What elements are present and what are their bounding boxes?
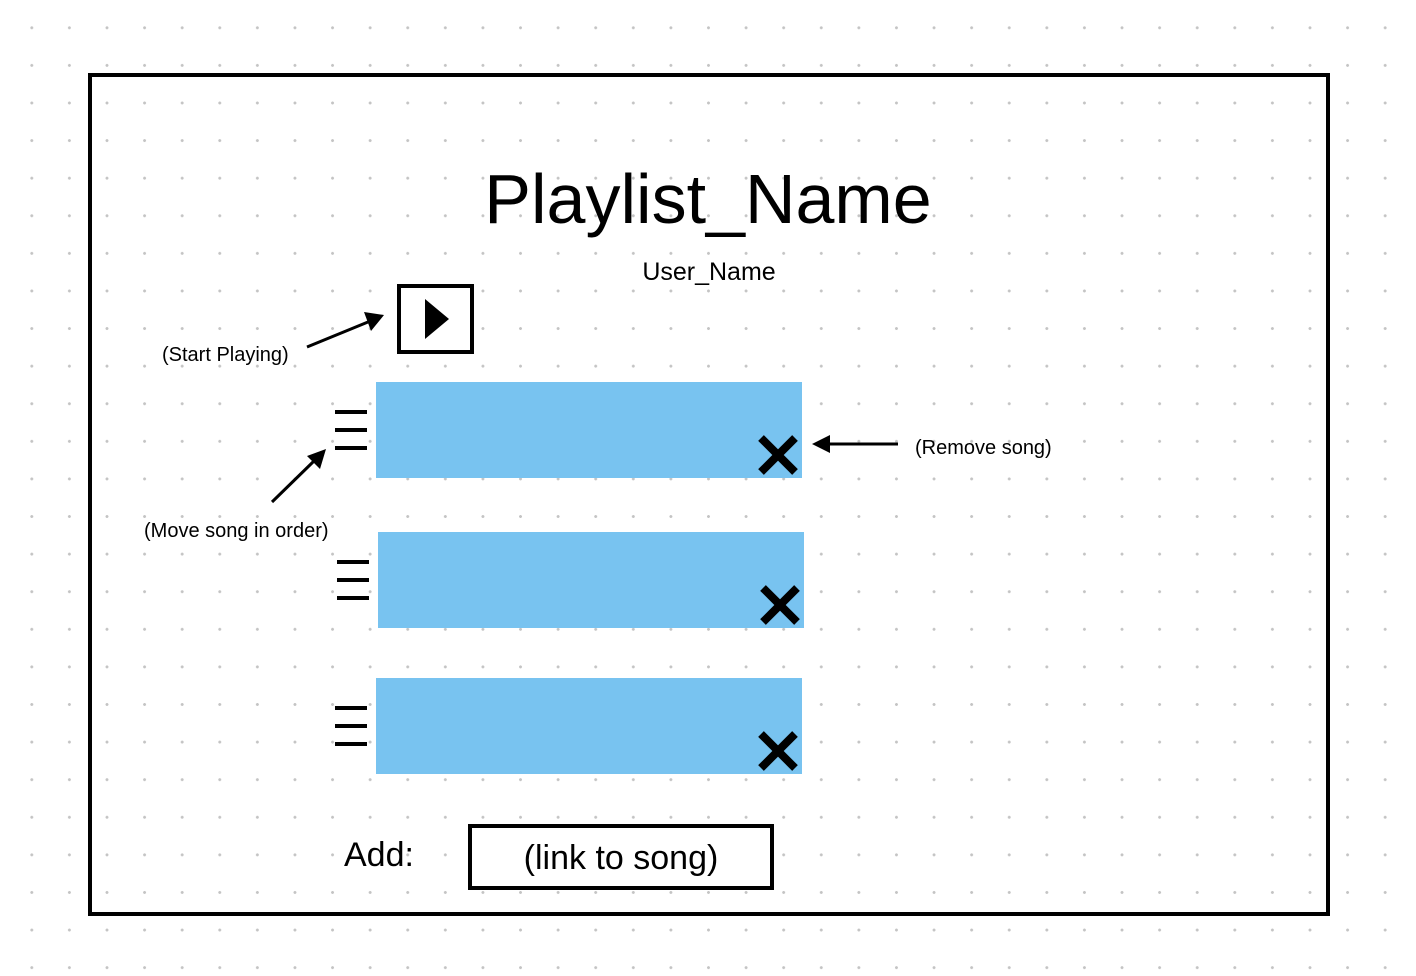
move-song-annotation: (Move song in order)	[144, 520, 329, 542]
add-label: Add:	[344, 836, 414, 874]
playlist-frame	[88, 73, 1330, 916]
drag-handle[interactable]	[333, 410, 369, 450]
remove-song-button[interactable]	[756, 434, 800, 476]
drag-handle[interactable]	[333, 706, 369, 746]
song-row[interactable]	[376, 678, 802, 774]
drag-handle[interactable]	[335, 560, 371, 600]
remove-song-annotation: (Remove song)	[915, 437, 1052, 459]
drag-handle-icon	[335, 410, 367, 450]
add-song-placeholder: (link to song)	[523, 839, 719, 877]
play-icon	[425, 299, 449, 339]
remove-song-button[interactable]	[758, 584, 802, 626]
play-button[interactable]	[397, 284, 474, 354]
user-name: User_Name	[642, 258, 776, 286]
drag-handle-icon	[337, 560, 369, 600]
close-icon	[760, 585, 800, 625]
close-icon	[758, 435, 798, 475]
close-icon	[758, 731, 798, 771]
song-row[interactable]	[378, 532, 804, 628]
remove-song-button[interactable]	[756, 730, 800, 772]
start-playing-annotation: (Start Playing)	[162, 344, 289, 366]
add-song-input[interactable]: (link to song)	[468, 824, 774, 890]
drag-handle-icon	[335, 706, 367, 746]
song-row[interactable]	[376, 382, 802, 478]
playlist-title: Playlist_Name	[484, 160, 932, 238]
